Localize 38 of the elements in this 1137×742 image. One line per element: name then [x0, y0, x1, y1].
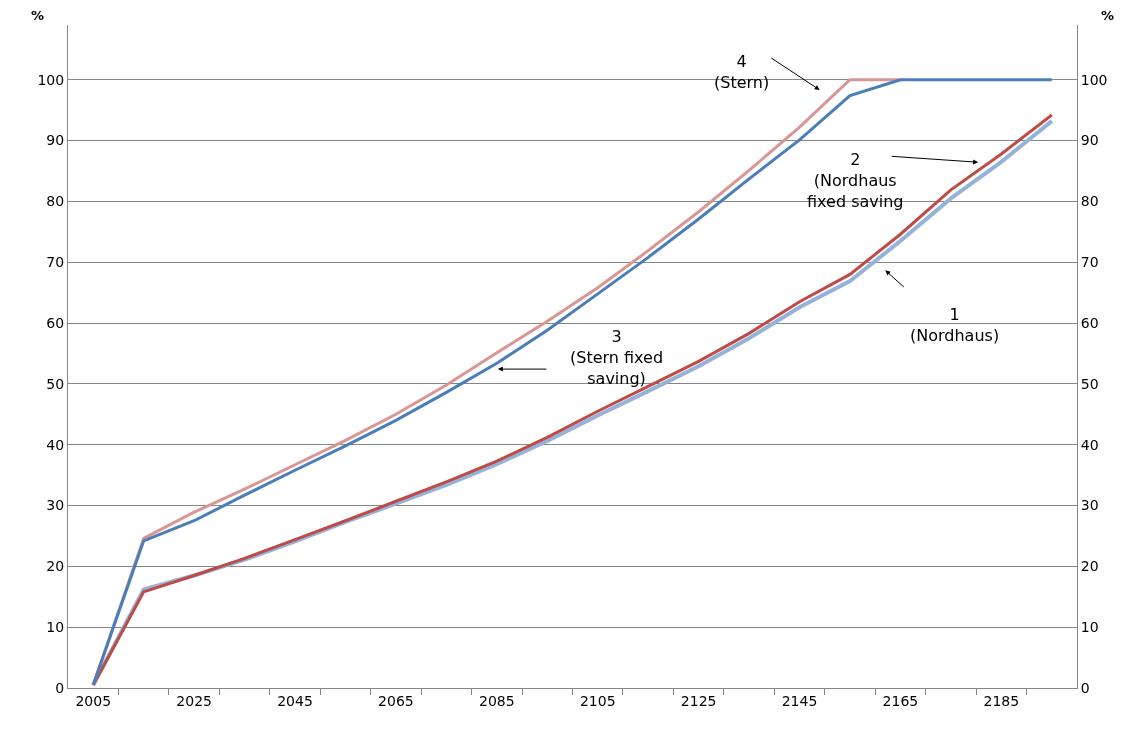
- y2-tick-label: 40: [1080, 436, 1099, 453]
- y2-tick-label: 10: [1080, 619, 1099, 636]
- y-tick-label: 10: [46, 619, 65, 636]
- annotation: 2 (Nordhaus fixed saving: [807, 150, 904, 211]
- y-axis-title: %: [31, 8, 45, 23]
- x-tick-label: 2085: [479, 692, 515, 709]
- x-tick-label: 2005: [75, 692, 112, 709]
- y2-tick-label: 80: [1080, 193, 1099, 210]
- y-tick-label: 90: [46, 132, 65, 149]
- annotation: 3 (Stern fixed saving): [570, 327, 664, 388]
- y2-tick-label: 60: [1080, 314, 1099, 331]
- y-tick-label: 0: [55, 679, 65, 696]
- y2-tick-label: 70: [1080, 254, 1099, 271]
- y-tick-label: 70: [46, 254, 65, 271]
- y-tick-label: 80: [46, 193, 65, 210]
- y2-tick-label: 100: [1080, 71, 1108, 88]
- y2-axis-title: %: [1101, 8, 1115, 23]
- y-tick-label: 30: [46, 497, 65, 514]
- x-tick-label: 2025: [176, 692, 212, 709]
- y-tick-label: 100: [37, 71, 65, 88]
- x-tick-label: 2165: [882, 692, 919, 709]
- y2-tick-label: 20: [1080, 558, 1099, 575]
- y2-tick-label: 30: [1080, 497, 1099, 514]
- annotation: 4 (Stern): [714, 52, 770, 92]
- y2-tick-label: 0: [1080, 679, 1090, 696]
- y2-tick-label: 50: [1080, 375, 1099, 392]
- y-tick-label: 60: [46, 314, 65, 331]
- x-tick-label: 2045: [277, 692, 313, 709]
- x-tick-label: 2125: [680, 692, 717, 709]
- x-tick-label: 2065: [378, 692, 414, 709]
- x-tick-label: 2185: [983, 692, 1020, 709]
- annotation: 1 (Nordhaus): [910, 305, 1000, 345]
- y-tick-label: 20: [46, 558, 65, 575]
- x-tick-label: 2145: [781, 692, 818, 709]
- y-tick-label: 40: [46, 436, 65, 453]
- y-tick-label: 50: [46, 375, 65, 392]
- x-tick-label: 2105: [579, 692, 616, 709]
- y2-tick-label: 90: [1080, 132, 1099, 149]
